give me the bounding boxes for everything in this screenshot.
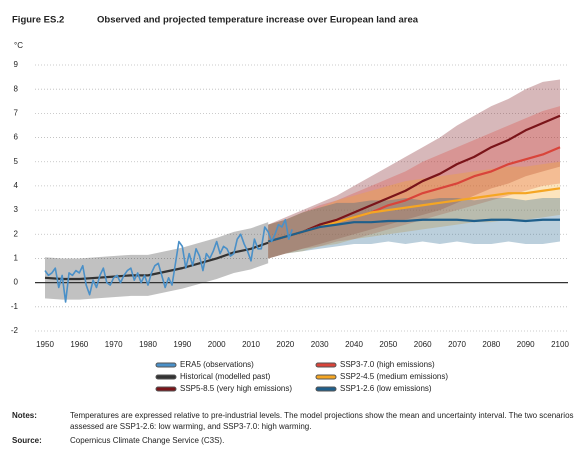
y-axis-unit: °C bbox=[14, 41, 23, 50]
y-tick-label: 1 bbox=[14, 254, 19, 263]
y-tick-label: 2 bbox=[14, 229, 19, 238]
x-tick-label: 2010 bbox=[242, 340, 260, 349]
legend-label: SSP5-8.5 (very high emissions) bbox=[180, 384, 292, 393]
y-tick-label: 9 bbox=[14, 60, 19, 69]
y-tick-label: -2 bbox=[11, 326, 19, 335]
x-tick-label: 2100 bbox=[551, 340, 569, 349]
legend-label: SSP2-4.5 (medium emissions) bbox=[340, 372, 448, 381]
notes-label: Notes: bbox=[12, 411, 37, 420]
x-tick-label: 1990 bbox=[173, 340, 191, 349]
y-tick-label: 3 bbox=[14, 205, 19, 214]
x-tick-label: 1970 bbox=[105, 340, 123, 349]
y-tick-label: 5 bbox=[14, 157, 19, 166]
y-tick-label: 8 bbox=[14, 84, 19, 93]
uncertainty-band bbox=[268, 198, 560, 259]
x-tick-label: 2070 bbox=[448, 340, 466, 349]
chart-title: Observed and projected temperature incre… bbox=[97, 15, 419, 26]
y-tick-label: 6 bbox=[14, 133, 19, 142]
series-line bbox=[267, 114, 561, 243]
y-tick-label: 4 bbox=[14, 181, 19, 190]
source-label: Source: bbox=[12, 436, 42, 445]
series-line bbox=[267, 218, 560, 243]
y-tick-label: -1 bbox=[11, 302, 19, 311]
x-tick-label: 2040 bbox=[345, 340, 363, 349]
legend-label: Historical (modelled past) bbox=[180, 372, 271, 381]
legend-label: ERA5 (observations) bbox=[180, 360, 254, 369]
x-tick-label: 2020 bbox=[276, 340, 294, 349]
x-tick-label: 2060 bbox=[414, 340, 432, 349]
x-tick-label: 2030 bbox=[311, 340, 329, 349]
uncertainty-band bbox=[268, 161, 560, 259]
uncertainty-band bbox=[268, 79, 560, 259]
series-line bbox=[44, 241, 269, 281]
y-tick-label: 0 bbox=[14, 278, 19, 287]
legend-label: SSP3-7.0 (high emissions) bbox=[340, 360, 435, 369]
x-tick-label: 2050 bbox=[379, 340, 397, 349]
notes-text: assessed are SSP1-2.6: low warming, and … bbox=[70, 422, 311, 431]
uncertainty-band bbox=[45, 222, 269, 300]
y-tick-label: 7 bbox=[14, 108, 19, 117]
notes-text: Temperatures are expressed relative to p… bbox=[70, 411, 574, 420]
x-tick-label: 2090 bbox=[517, 340, 535, 349]
source-text: Copernicus Climate Change Service (C3S). bbox=[70, 436, 224, 445]
x-tick-label: 2000 bbox=[208, 340, 226, 349]
figure-label: Figure ES.2 bbox=[12, 15, 64, 26]
x-tick-label: 2080 bbox=[482, 340, 500, 349]
x-tick-label: 1960 bbox=[70, 340, 88, 349]
legend-label: SSP1-2.6 (low emissions) bbox=[340, 384, 432, 393]
x-tick-label: 1980 bbox=[139, 340, 157, 349]
x-tick-label: 1950 bbox=[36, 340, 54, 349]
series-line bbox=[44, 218, 293, 303]
